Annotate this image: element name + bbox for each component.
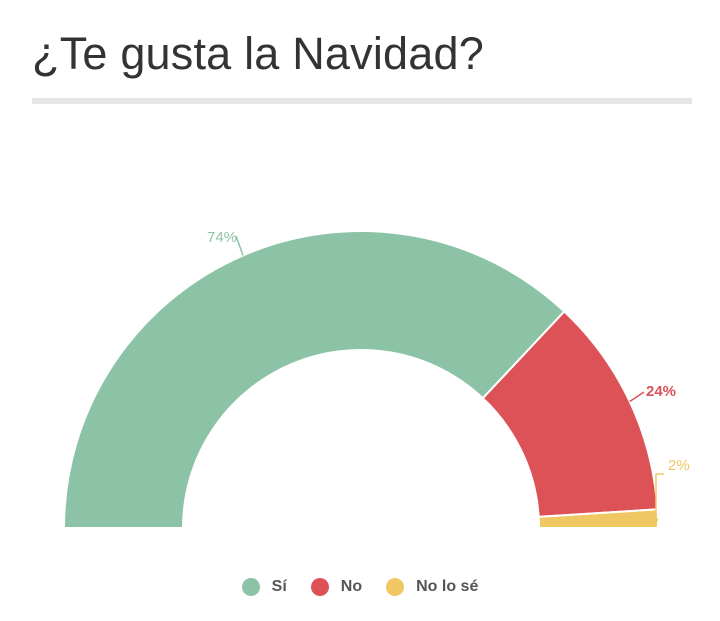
slice-no-lo-se[interactable]	[537, 508, 660, 529]
leader-line-si	[235, 235, 244, 256]
legend-label-si: Sí	[271, 578, 287, 595]
legend-label-no: No	[340, 578, 363, 595]
title-divider	[32, 98, 692, 104]
data-label-no: 24%	[646, 383, 676, 400]
legend-swatch-si	[241, 578, 260, 596]
semicircle-donut-chart: 74% 24% 2%	[62, 229, 690, 529]
chart-title: ¿Te gusta la Navidad?	[32, 28, 484, 79]
leader-line-no-lo-se	[655, 473, 664, 523]
legend-label-no-lo-se: No lo sé	[416, 578, 479, 595]
legend-item-no[interactable]: No	[310, 578, 363, 596]
legend-swatch-no-lo-se	[386, 578, 405, 596]
data-label-no-lo-se: 2%	[668, 457, 690, 474]
legend-item-si[interactable]: Sí	[241, 578, 287, 596]
chart-legend: Sí No No lo sé	[0, 573, 720, 601]
slice-si[interactable]	[62, 230, 566, 529]
leader-line-no	[629, 391, 645, 403]
data-label-si: 74%	[207, 229, 237, 246]
legend-item-no-lo-se[interactable]: No lo sé	[386, 578, 478, 596]
legend-swatch-no	[310, 578, 329, 596]
